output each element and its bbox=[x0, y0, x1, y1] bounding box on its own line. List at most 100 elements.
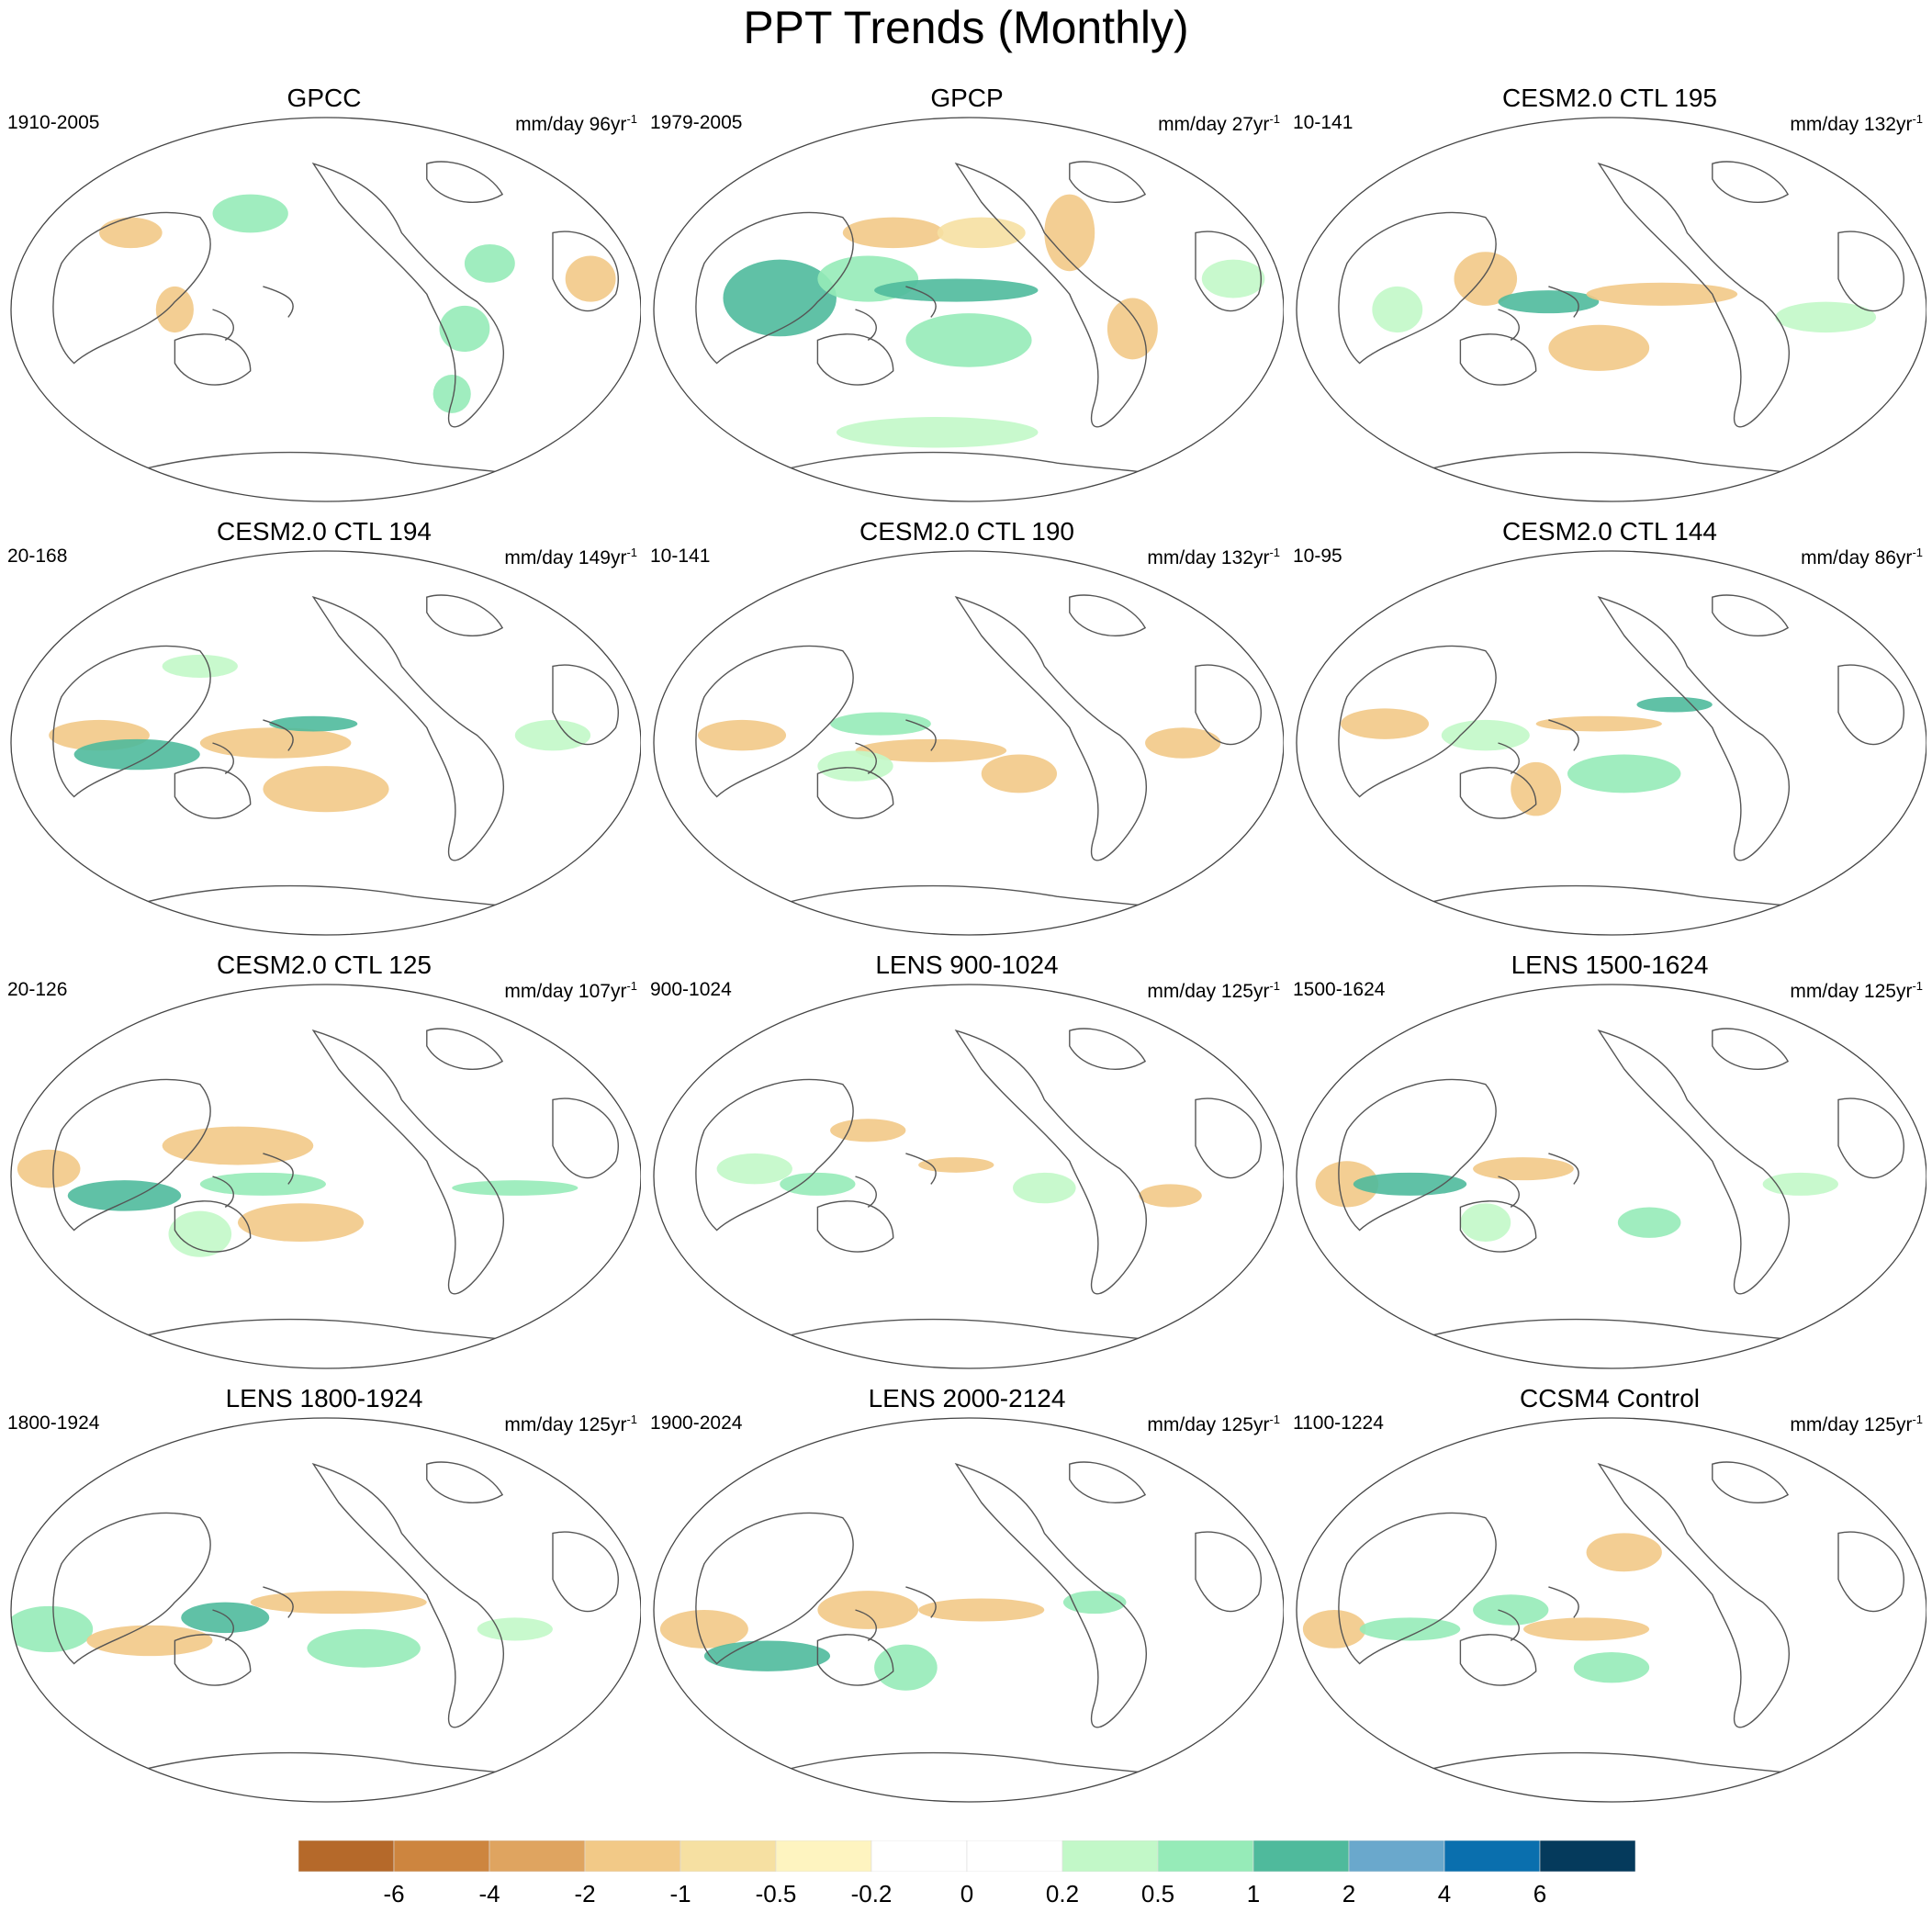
colorbar-tick-label: -2 bbox=[574, 1880, 596, 1907]
precip-trend-patch bbox=[168, 1210, 232, 1257]
panel-year-range: 1500-1624 bbox=[1293, 979, 1386, 1000]
precip-trend-patch bbox=[830, 712, 931, 736]
precip-trend-patch bbox=[1441, 719, 1530, 751]
precip-trend-patch bbox=[716, 1153, 792, 1185]
globe-outline bbox=[1296, 984, 1926, 1369]
precip-trend-patch bbox=[659, 1610, 748, 1649]
colorbar-tick-label: 0 bbox=[960, 1880, 974, 1907]
precip-trend-patch bbox=[874, 278, 1039, 302]
colorbar bbox=[298, 1840, 1635, 1872]
coastline bbox=[1195, 664, 1262, 746]
coastline bbox=[1422, 451, 1839, 483]
panel-year-range: 1910-2005 bbox=[7, 112, 100, 133]
coastline bbox=[1498, 1586, 1579, 1641]
coastline bbox=[1712, 594, 1790, 636]
colorbar-swatch bbox=[584, 1840, 681, 1872]
colorbar-tick-label: -0.5 bbox=[755, 1880, 797, 1907]
units-text: mm/day 27yr bbox=[1158, 114, 1270, 135]
coastline bbox=[1195, 231, 1262, 312]
precip-trend-patch bbox=[698, 719, 787, 751]
globe-outline bbox=[1296, 117, 1926, 502]
coastline bbox=[954, 1029, 1147, 1295]
coastline bbox=[174, 767, 252, 819]
coastline bbox=[780, 884, 1196, 917]
globe-outline bbox=[10, 117, 641, 502]
colorbar-swatch bbox=[1157, 1840, 1254, 1872]
panel-units: mm/day 96yr-1 bbox=[515, 108, 637, 136]
map-projection bbox=[10, 1417, 641, 1803]
map-projection bbox=[1296, 1417, 1926, 1803]
precip-trend-patch bbox=[162, 1126, 314, 1165]
precip-trend-patch bbox=[817, 750, 893, 782]
precip-trend-patch bbox=[162, 654, 238, 678]
units-exponent: -1 bbox=[1912, 546, 1923, 559]
colorbar-tick-label: -1 bbox=[669, 1880, 691, 1907]
coastline bbox=[137, 1751, 554, 1784]
coastline bbox=[816, 1634, 894, 1686]
coastline bbox=[1422, 884, 1839, 917]
map-panel: LENS 900-1024 900-1024 mm/day 125yr-1 bbox=[650, 951, 1284, 1387]
coastline bbox=[137, 884, 554, 917]
panel-year-range: 1100-1224 bbox=[1293, 1412, 1384, 1434]
coastline bbox=[816, 767, 894, 819]
coastline bbox=[1837, 1531, 1904, 1613]
panel-title: CESM2.0 CTL 190 bbox=[859, 517, 1074, 546]
precip-trend-patch bbox=[11, 1605, 94, 1652]
coastline bbox=[137, 1318, 554, 1350]
precip-trend-patch bbox=[981, 754, 1058, 793]
precip-trend-patch bbox=[212, 194, 288, 233]
precip-trend-patch bbox=[237, 1203, 365, 1243]
panel-title: LENS 2000-2124 bbox=[868, 1384, 1066, 1412]
globe-outline bbox=[653, 117, 1284, 502]
precip-trend-patch bbox=[199, 727, 352, 759]
precip-trend-patch bbox=[452, 1180, 578, 1196]
coastline bbox=[1069, 594, 1147, 636]
precip-trend-patch bbox=[703, 1640, 831, 1671]
precip-trend-patch bbox=[1013, 1172, 1076, 1204]
coastline bbox=[212, 719, 294, 774]
globe-outline bbox=[10, 1417, 641, 1803]
precip-trend-patch bbox=[780, 1172, 856, 1196]
map-projection bbox=[653, 550, 1284, 936]
precip-trend-patch bbox=[817, 1591, 919, 1629]
precip-trend-patch bbox=[918, 1598, 1045, 1622]
map-panel: LENS 2000-2124 1900-2024 mm/day 125yr-1 bbox=[650, 1384, 1284, 1820]
precip-trend-patch bbox=[1586, 1533, 1662, 1572]
colorbar-swatch bbox=[489, 1840, 586, 1872]
precip-trend-patch bbox=[1044, 194, 1095, 272]
globe-outline bbox=[653, 984, 1284, 1369]
panel-units: mm/day 125yr-1 bbox=[1147, 1409, 1280, 1436]
coastline bbox=[552, 1531, 619, 1613]
units-exponent: -1 bbox=[1269, 546, 1280, 559]
coastline bbox=[311, 1029, 504, 1295]
map-projection bbox=[10, 984, 641, 1369]
precip-trend-patch bbox=[874, 1644, 938, 1691]
precip-trend-patch bbox=[1473, 1157, 1574, 1181]
panel-units: mm/day 125yr-1 bbox=[504, 1409, 637, 1436]
coastline bbox=[426, 594, 504, 636]
colorbar-tick-label: 6 bbox=[1533, 1880, 1547, 1907]
precip-trend-patch bbox=[1522, 1617, 1650, 1641]
coastline bbox=[1498, 1153, 1579, 1208]
precip-trend-patch bbox=[1573, 1651, 1650, 1683]
units-text: mm/day 125yr bbox=[504, 1414, 627, 1435]
precip-trend-patch bbox=[73, 738, 200, 771]
units-exponent: -1 bbox=[1269, 112, 1280, 126]
coastline bbox=[311, 595, 504, 861]
colorbar-swatch bbox=[298, 1840, 395, 1872]
panel-title: CESM2.0 CTL 144 bbox=[1502, 517, 1717, 546]
colorbar-tick-label: -6 bbox=[383, 1880, 405, 1907]
coastline bbox=[52, 1512, 211, 1665]
coastline bbox=[426, 1028, 504, 1070]
units-text: mm/day 125yr bbox=[1790, 981, 1913, 1002]
coastline bbox=[426, 1461, 504, 1503]
coastline bbox=[816, 1200, 894, 1253]
precip-trend-patch bbox=[565, 255, 616, 302]
map-projection bbox=[1296, 117, 1926, 502]
coastline bbox=[1597, 162, 1790, 428]
precip-trend-patch bbox=[263, 766, 389, 813]
colorbar-tick-label: 0.2 bbox=[1045, 1880, 1080, 1907]
panel-title: CESM2.0 CTL 195 bbox=[1502, 84, 1717, 112]
map-projection bbox=[653, 1417, 1284, 1803]
map-panel: LENS 1500-1624 1500-1624 mm/day 125yr-1 bbox=[1293, 951, 1926, 1387]
